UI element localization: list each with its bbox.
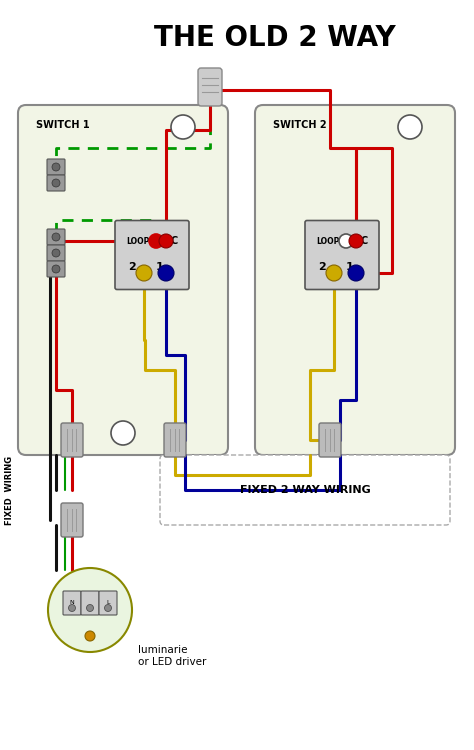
Circle shape [171,115,195,139]
Text: THE OLD 2 WAY: THE OLD 2 WAY [154,24,396,52]
FancyBboxPatch shape [47,229,65,245]
FancyBboxPatch shape [160,455,450,525]
FancyBboxPatch shape [81,591,99,615]
Text: N: N [70,601,74,605]
Circle shape [149,234,163,248]
FancyBboxPatch shape [198,68,222,106]
Circle shape [48,568,132,652]
Text: C: C [360,236,368,246]
Text: FIXED  WIRING: FIXED WIRING [6,455,15,524]
Circle shape [326,265,342,281]
Circle shape [339,234,353,248]
Text: 1: 1 [156,262,164,272]
Circle shape [158,265,174,281]
Circle shape [111,421,135,445]
Circle shape [86,604,93,611]
Circle shape [398,115,422,139]
Circle shape [349,234,363,248]
FancyBboxPatch shape [63,591,81,615]
Circle shape [52,163,60,171]
FancyBboxPatch shape [255,105,455,455]
Text: 1: 1 [346,262,354,272]
FancyBboxPatch shape [319,423,341,457]
Text: luminarie
or LED driver: luminarie or LED driver [138,645,206,667]
Circle shape [136,265,152,281]
Circle shape [52,233,60,241]
FancyBboxPatch shape [164,423,186,457]
Circle shape [69,604,75,611]
Circle shape [348,265,364,281]
Text: 2: 2 [128,262,136,272]
FancyBboxPatch shape [115,220,189,290]
Circle shape [52,249,60,257]
FancyBboxPatch shape [305,220,379,290]
FancyBboxPatch shape [61,503,83,537]
Text: C: C [170,236,178,246]
Text: L: L [106,601,110,605]
Text: 2: 2 [318,262,326,272]
Circle shape [52,265,60,273]
Circle shape [159,234,173,248]
Text: SWITCH 1: SWITCH 1 [36,120,90,130]
Text: LOOP: LOOP [126,236,150,245]
Circle shape [85,631,95,641]
FancyBboxPatch shape [47,175,65,191]
Circle shape [104,604,111,611]
FancyBboxPatch shape [18,105,228,455]
FancyBboxPatch shape [47,261,65,277]
Text: LOOP: LOOP [316,236,340,245]
FancyBboxPatch shape [47,245,65,261]
FancyBboxPatch shape [61,423,83,457]
FancyBboxPatch shape [47,159,65,175]
Circle shape [52,179,60,187]
Text: SWITCH 2: SWITCH 2 [273,120,327,130]
Text: FIXED 2 WAY WIRING: FIXED 2 WAY WIRING [240,485,370,495]
FancyBboxPatch shape [99,591,117,615]
